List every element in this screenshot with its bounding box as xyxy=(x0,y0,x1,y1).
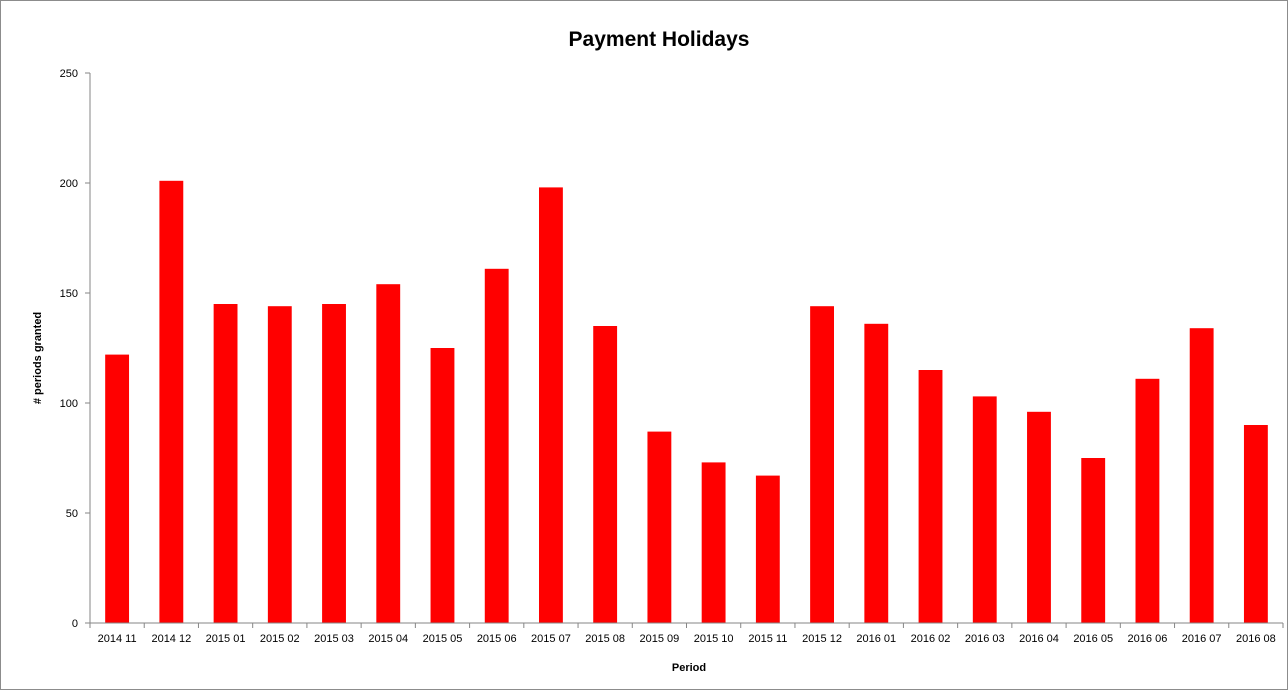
x-tick-label: 2016 05 xyxy=(1073,633,1113,645)
y-axis: 0 50 100 150 200 250 xyxy=(60,68,91,630)
bar xyxy=(864,323,889,623)
bar xyxy=(647,431,672,623)
x-tick-label: 2015 04 xyxy=(368,633,408,645)
y-tick-label: 100 xyxy=(60,398,78,410)
x-axis-title: Period xyxy=(672,662,706,674)
x-tick-label: 2015 12 xyxy=(802,633,842,645)
bars xyxy=(105,180,1268,624)
bar xyxy=(430,348,455,623)
y-tick-label: 200 xyxy=(60,178,78,190)
x-tick-label: 2015 09 xyxy=(640,633,680,645)
y-tick-label: 150 xyxy=(60,288,78,300)
x-tick-label: 2016 06 xyxy=(1128,633,1168,645)
bar xyxy=(376,284,401,623)
x-tick-label: 2015 03 xyxy=(314,633,354,645)
x-tick-label: 2015 01 xyxy=(206,633,246,645)
x-tick-label: 2015 02 xyxy=(260,633,300,645)
x-tick-label: 2016 08 xyxy=(1236,633,1276,645)
bar xyxy=(593,326,618,623)
bar xyxy=(159,180,184,624)
x-tick-label: 2015 07 xyxy=(531,633,571,645)
bar xyxy=(1081,458,1106,623)
bar xyxy=(105,354,130,623)
x-tick-label: 2016 07 xyxy=(1182,633,1222,645)
bar xyxy=(322,304,346,623)
x-tick-label: 2014 11 xyxy=(98,633,137,645)
y-axis-title: # periods granted xyxy=(32,312,44,404)
bar xyxy=(267,306,292,623)
x-tick-label: 2016 03 xyxy=(965,633,1005,645)
bar xyxy=(918,370,943,623)
bar xyxy=(701,462,726,623)
bar xyxy=(755,475,780,623)
x-tick-label: 2015 08 xyxy=(585,633,625,645)
chart-title: Payment Holidays xyxy=(569,28,750,51)
x-tick-label: 2016 04 xyxy=(1019,633,1059,645)
x-tick-label: 2015 11 xyxy=(748,633,787,645)
y-tick-label: 250 xyxy=(60,68,78,80)
bar xyxy=(1027,411,1051,623)
x-tick-label: 2016 01 xyxy=(856,633,896,645)
bar xyxy=(1189,328,1214,623)
x-tick-label: 2016 02 xyxy=(911,633,951,645)
x-tick-label: 2015 10 xyxy=(694,633,734,645)
bar xyxy=(1135,378,1160,623)
x-tick-label: 2015 06 xyxy=(477,633,517,645)
y-tick-label: 50 xyxy=(66,508,78,520)
bar xyxy=(484,268,509,623)
y-tick-label: 0 xyxy=(72,618,78,630)
bar xyxy=(810,306,834,623)
x-axis: 2014 11 2014 12 2015 01 2015 02 2015 03 2015 … xyxy=(89,622,1284,645)
x-tick-label: 2015 05 xyxy=(423,633,463,645)
bar xyxy=(972,396,997,623)
bar xyxy=(213,304,238,623)
bar xyxy=(539,187,563,623)
bar xyxy=(1243,425,1268,623)
x-tick-label: 2014 12 xyxy=(151,633,191,645)
